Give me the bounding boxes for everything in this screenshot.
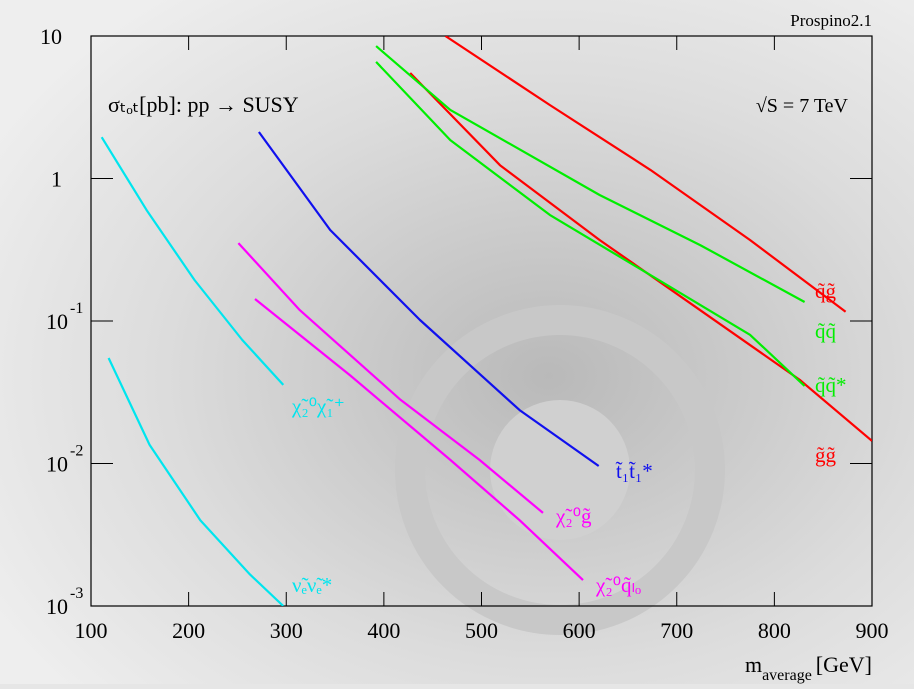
x-tick-label: 900 <box>856 618 889 643</box>
annotation: √S = 7 TeV <box>756 95 849 117</box>
y-tick-exponent: -2 <box>70 443 83 460</box>
background-shape <box>395 305 725 635</box>
x-tick-label: 800 <box>758 618 791 643</box>
series-line <box>375 61 806 387</box>
series-line <box>258 131 600 467</box>
series-line <box>100 136 285 386</box>
x-tick-label: 600 <box>563 618 596 643</box>
corner-label: Prospino2.1 <box>790 11 872 30</box>
series-line <box>375 45 806 303</box>
series-line <box>444 36 847 313</box>
legend-label: χ̃₂⁰χ̃₁⁺ <box>291 394 345 418</box>
legend-label: χ̃₂⁰g̃ <box>555 504 592 528</box>
x-label-unit: [GeV] <box>816 652 872 677</box>
y-tick-label: 10 <box>46 594 68 619</box>
chart-title: σₜₒₜ[pb]: pp → SUSY <box>108 92 299 117</box>
y-tick-label: 10 <box>40 24 62 49</box>
series-line <box>107 357 285 606</box>
y-tick-label: 10 <box>46 309 68 334</box>
y-tick-label: 10 <box>46 452 68 477</box>
series-line <box>254 298 584 581</box>
x-tick-label: 200 <box>172 618 205 643</box>
x-axis-label: maverage [GeV] <box>745 652 872 684</box>
x-tick-label: 100 <box>75 618 108 643</box>
x-tick-label: 700 <box>660 618 693 643</box>
y-tick-exponent: -1 <box>70 300 83 317</box>
x-tick-label: 400 <box>367 618 400 643</box>
legend-label: ν̃ₑν̃ₑ* <box>292 573 332 597</box>
x-label-main: m <box>745 652 762 677</box>
legend-label: q̃g̃ <box>815 279 837 303</box>
legend-label: χ̃₂⁰q̃ₗₒ <box>595 573 641 597</box>
x-tick-label: 300 <box>270 618 303 643</box>
background-shape <box>490 400 630 540</box>
x-tick-label: 500 <box>465 618 498 643</box>
legend-label: q̃q̃* <box>815 373 847 397</box>
legend-label: t̃₁t̃₁* <box>615 459 652 483</box>
legend-label: g̃g̃ <box>815 443 837 467</box>
y-tick-label: 1 <box>51 167 62 192</box>
legend-label: q̃q̃ <box>815 319 837 343</box>
y-tick-exponent: -3 <box>70 585 83 602</box>
plot-area <box>100 36 872 606</box>
x-label-sub: average <box>762 667 812 684</box>
series-line <box>237 242 544 514</box>
